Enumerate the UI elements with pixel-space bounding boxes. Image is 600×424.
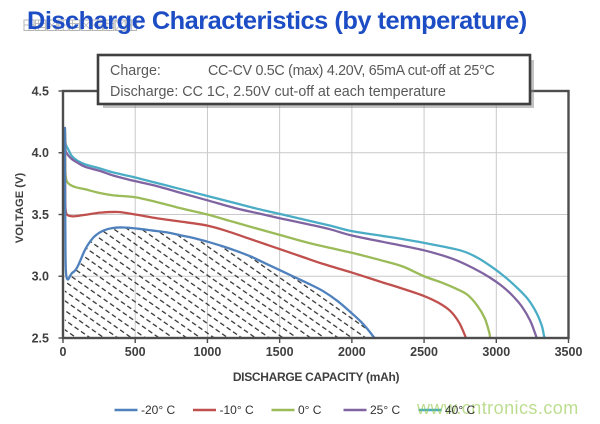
svg-text:2.5: 2.5 — [32, 331, 49, 345]
svg-text:CC-CV 0.5C (max) 4.20V, 65mA c: CC-CV 0.5C (max) 4.20V, 65mA cut-off at … — [208, 63, 495, 79]
svg-text:-10° C: -10° C — [220, 403, 254, 417]
svg-text:Charge:: Charge: — [110, 63, 161, 79]
svg-text:3.0: 3.0 — [32, 270, 49, 284]
svg-text:4.0: 4.0 — [32, 146, 49, 160]
svg-text:2500: 2500 — [410, 345, 438, 359]
svg-text:1000: 1000 — [194, 345, 222, 359]
svg-text:25° C: 25° C — [370, 403, 400, 417]
svg-text:2000: 2000 — [338, 345, 366, 359]
svg-text:1500: 1500 — [266, 345, 294, 359]
svg-text:3500: 3500 — [555, 345, 583, 359]
svg-text:3000: 3000 — [482, 345, 510, 359]
svg-text:3.5: 3.5 — [32, 208, 49, 222]
svg-text:-20° C: -20° C — [141, 403, 175, 417]
svg-text:VOLTAGE (V): VOLTAGE (V) — [14, 173, 26, 244]
svg-text:4.5: 4.5 — [32, 84, 49, 98]
svg-text:500: 500 — [125, 345, 146, 359]
svg-text:40° C: 40° C — [445, 403, 475, 417]
svg-text:0° C: 0° C — [298, 403, 322, 417]
svg-text:Discharge Characteristics (by: Discharge Characteristics (by temperatur… — [27, 7, 527, 35]
svg-text:0: 0 — [60, 345, 67, 359]
svg-text:DISCHARGE CAPACITY (mAh): DISCHARGE CAPACITY (mAh) — [233, 370, 400, 384]
svg-text:Discharge: CC 1C, 2.50V cut-of: Discharge: CC 1C, 2.50V cut-off at each … — [110, 84, 446, 100]
svg-text:www.cntronics.com: www.cntronics.com — [416, 398, 579, 418]
